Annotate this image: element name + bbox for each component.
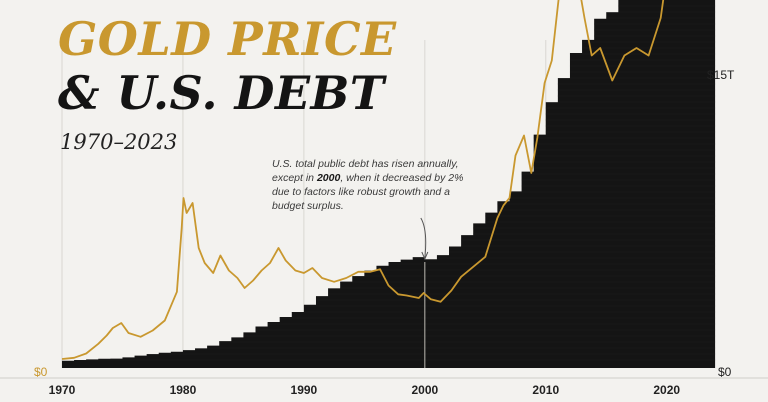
title-gold-price: GOLD PRICE (58, 12, 397, 66)
x-tick-label-1990: 1990 (291, 383, 318, 397)
annotation-text-after: , when it decreased by 2% due to factors… (272, 172, 464, 212)
x-tick-label-1980: 1980 (170, 383, 197, 397)
annotation-highlight-year: 2000 (316, 172, 341, 184)
y-label-0-left: $0 (34, 365, 48, 379)
annotation-arrowhead (421, 251, 429, 261)
annotation-arrow (420, 217, 427, 259)
x-tick-label-2020: 2020 (653, 383, 680, 397)
x-tick-label-2010: 2010 (532, 383, 559, 397)
title-us-debt: & U.S. DEBT (58, 66, 385, 120)
x-tick-label-2000: 2000 (411, 383, 438, 397)
debt-annotation: U.S. total public debt has risen annuall… (272, 157, 472, 213)
y-label-15t: $15T (707, 68, 735, 82)
subtitle-years: 1970–2023 (60, 130, 178, 154)
x-tick-label-1970: 1970 (49, 383, 76, 397)
annotation-text-before: U.S. total public debt has risen annuall… (272, 158, 459, 184)
y-label-0-right: $0 (718, 365, 732, 379)
gold-price-line (61, 0, 665, 360)
